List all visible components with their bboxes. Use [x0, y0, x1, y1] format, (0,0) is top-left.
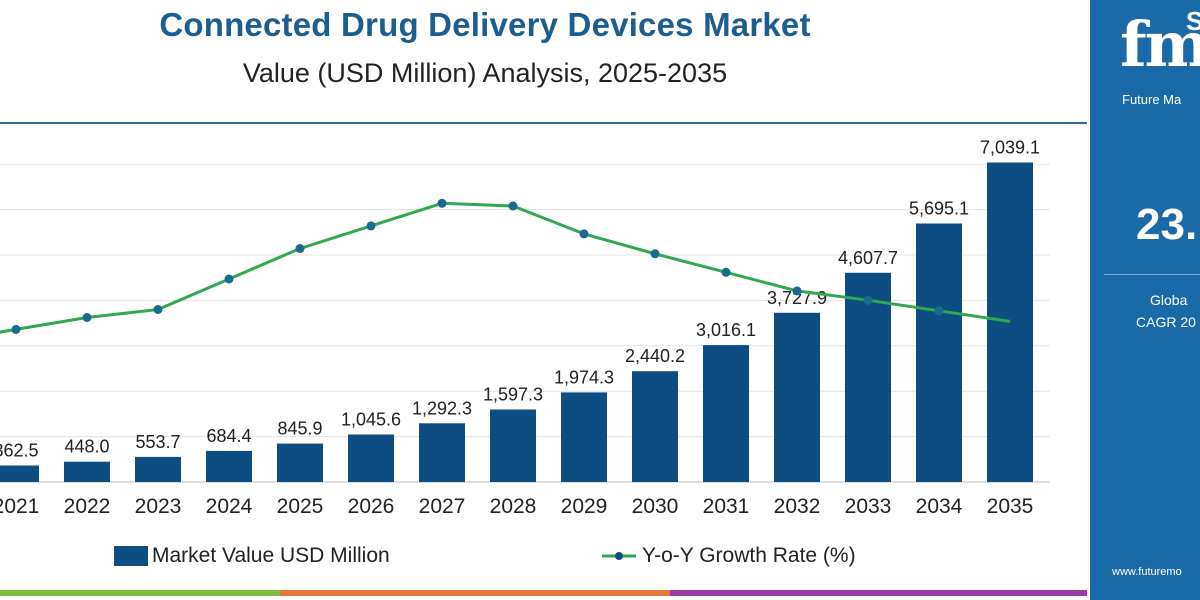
website-url[interactable]: www.futuremo: [1112, 566, 1182, 578]
bar-value-label: 1,045.6: [341, 410, 401, 430]
logo-superscript: SI: [1186, 6, 1200, 36]
legend-bar-entry: Market Value USD Million: [114, 541, 390, 571]
bar-value-label: 4,607.7: [838, 248, 898, 268]
bar-2024: [206, 450, 252, 482]
bar-value-label: 553.7: [135, 432, 180, 452]
growth-rate-line: [0, 201, 1011, 334]
bar-value-label: 1,292.3: [412, 398, 472, 418]
growth-point-2032: [792, 286, 802, 296]
bar-2029: [561, 392, 607, 482]
x-tick-label: 2030: [632, 495, 679, 518]
x-tick-label: 2022: [64, 495, 111, 518]
chart-title: Connected Drug Delivery Devices Market: [159, 6, 811, 43]
growth-point-2024: [224, 274, 234, 284]
bar-value-label: 845.9: [277, 419, 322, 439]
bar-value-label: 2,440.2: [625, 346, 685, 366]
x-tick-label: 2026: [348, 495, 395, 518]
bar-2025: [277, 443, 323, 482]
bar-2027: [419, 423, 465, 482]
x-tick-label: 2031: [703, 495, 750, 518]
x-tick-label: 2027: [419, 495, 466, 518]
bar-2023: [135, 456, 181, 482]
bar-value-label: 3,016.1: [696, 320, 756, 340]
bar-2028: [490, 409, 536, 482]
growth-point-2030: [650, 249, 660, 259]
growth-point-2025: [295, 244, 305, 253]
bar-2021: [0, 465, 39, 482]
growth-point-2022: [82, 313, 92, 322]
growth-point-2031: [721, 267, 731, 277]
growth-point-2033: [863, 295, 873, 305]
growth-point-2027: [437, 198, 447, 208]
growth-point-2021: [11, 324, 21, 334]
bar-2032: [774, 312, 820, 482]
header-divider: [0, 122, 1087, 124]
global-label: Globa: [1150, 292, 1188, 308]
bottom-color-strip: [0, 590, 1087, 600]
legend-bar-label: Market Value USD Million: [152, 544, 390, 567]
growth-point-2034: [934, 306, 944, 316]
bar-2033: [845, 272, 891, 482]
side-panel: fm SI Future Ma 23. Globa CAGR 20 www.fu…: [1090, 0, 1200, 600]
legend-line-swatch: [602, 552, 636, 560]
bar-2034: [916, 223, 962, 482]
company-logo: fm: [1120, 8, 1200, 81]
bar-2026: [348, 434, 394, 482]
growth-point-2028: [508, 201, 518, 211]
bar-2030: [632, 371, 678, 482]
x-tick-label: 2033: [845, 495, 892, 518]
x-tick-label: 2028: [490, 495, 537, 518]
bar-2022: [64, 461, 110, 482]
bar-line-chart: 362.5 448.0 553.7 684.4 845.9 1,045.6 1,292.3 1…: [0, 138, 1050, 518]
x-tick-label: 2023: [135, 495, 182, 518]
bar-value-label: 684.4: [206, 426, 251, 446]
cagr-label: CAGR 20: [1136, 314, 1196, 330]
growth-point-2029: [579, 229, 589, 239]
x-tick-label: 2021: [0, 495, 39, 518]
chart-subtitle: Value (USD Million) Analysis, 2025-2035: [242, 58, 728, 88]
legend-line-label: Y-o-Y Growth Rate (%): [642, 544, 856, 567]
company-name: Future Ma: [1122, 92, 1182, 107]
bar-value-label: 448.0: [64, 437, 109, 457]
x-tick-label: 2032: [774, 495, 821, 518]
x-tick-label: 2034: [916, 495, 963, 518]
legend-line-entry: Y-o-Y Growth Rate (%): [600, 541, 856, 571]
bar-value-label: 7,039.1: [980, 138, 1040, 158]
bar-2031: [703, 345, 749, 482]
x-tick-label: 2024: [206, 495, 253, 518]
x-tick-label: 2035: [987, 495, 1034, 518]
bar-2035: [987, 162, 1033, 482]
bar-value-label: 1,597.3: [483, 385, 543, 405]
growth-point-2026: [366, 221, 376, 231]
bar-value-label: 1,974.3: [554, 367, 614, 387]
x-tick-label: 2025: [277, 495, 324, 518]
panel-divider: [1104, 274, 1200, 275]
cagr-value: 23.: [1136, 200, 1198, 249]
legend-bar-swatch: [114, 546, 148, 566]
bar-value-label: 5,695.1: [909, 199, 969, 219]
x-tick-label: 2029: [561, 495, 608, 518]
bar-value-label: 362.5: [0, 441, 39, 461]
growth-point-2023: [153, 305, 163, 314]
